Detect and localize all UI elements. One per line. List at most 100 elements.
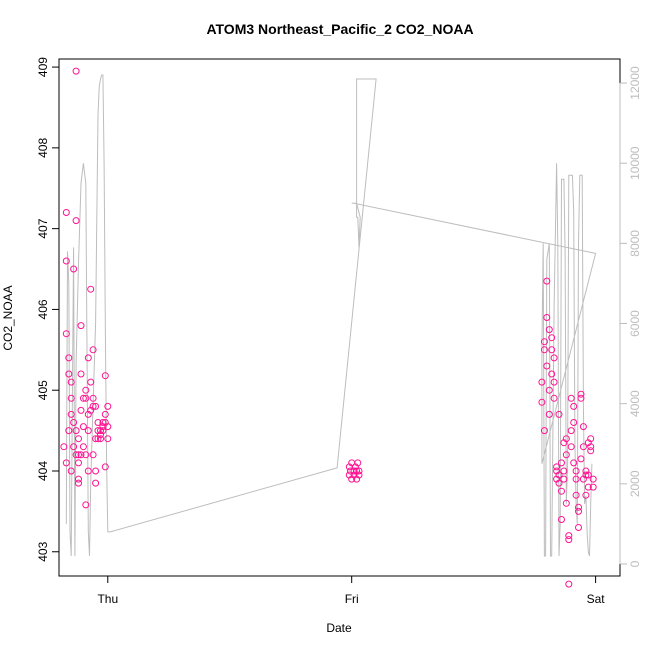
y-tick-label-right: 12000 [628,66,642,100]
data-point [540,338,548,346]
data-point [94,419,102,426]
data-point [70,265,78,273]
data-point [572,491,580,499]
co2-line-series [65,74,597,557]
data-point [62,209,70,216]
data-point [79,423,87,431]
data-point [77,370,85,378]
y-tick-label-right: 6000 [628,310,642,337]
x-tick-label: Thu [97,592,118,606]
data-point [548,346,556,354]
data-point [92,435,100,443]
data-point [567,443,575,451]
data-point [584,471,592,479]
data-point [92,467,100,475]
y-tick-label-right: 10000 [628,146,642,180]
data-point [589,475,597,483]
data-point [89,394,97,402]
data-point [62,257,70,265]
data-point [350,467,358,475]
data-point [562,451,570,459]
data-point [575,507,582,515]
data-point [587,443,595,451]
data-point [89,402,97,410]
data-point [354,459,362,467]
y-tick-label-right: 2000 [628,470,642,497]
data-point [89,451,97,459]
data-point [97,435,104,443]
data-point [67,378,75,386]
data-point [587,435,595,443]
data-point [589,483,597,491]
data-point [567,427,575,435]
data-point [555,410,563,418]
data-point [545,386,553,394]
data-point [70,443,78,451]
data-point [543,314,551,321]
data-point [572,467,580,475]
data-point [62,330,70,338]
data-point [550,394,558,402]
x-axis: Thu Fri Sat [97,575,606,606]
data-point [65,354,73,362]
data-point [72,217,80,225]
data-point [570,459,578,467]
data-point [67,467,75,475]
data-point [65,427,73,435]
x-tick-label: Fri [345,592,359,606]
data-point [101,463,109,471]
data-point [75,451,82,459]
data-point [550,354,558,362]
y-tick-label-left: 409 [36,57,50,77]
data-point [72,427,80,435]
data-point [355,471,363,479]
data-point [82,451,90,459]
co2-line [65,74,597,557]
data-point [548,334,556,342]
data-point [543,277,551,285]
data-point [99,427,107,435]
data-point [84,354,92,362]
y-tick-label-left: 408 [36,138,50,158]
data-point [92,479,100,487]
data-point [87,378,95,386]
data-point [75,475,82,483]
chart-title: ATOM3 Northeast_Pacific_2 CO2_NOAA [206,21,473,37]
y-tick-label-right: 4000 [628,390,642,417]
data-point [75,435,82,443]
data-point [92,402,100,410]
data-point [570,402,578,410]
y-axis-left: 403 404 405 406 407 408 409 [36,57,60,562]
data-point [577,394,585,402]
data-point [562,435,570,443]
data-point [548,370,556,378]
data-point [101,410,109,418]
data-point [579,423,587,431]
data-point [540,346,548,354]
data-point [82,501,90,509]
data-point [355,467,363,475]
data-point [84,467,92,475]
data-point [82,394,90,402]
data-point [584,483,592,491]
data-point [62,459,70,467]
data-point [101,372,109,380]
data-point [77,322,85,330]
data-point [67,410,75,418]
y-tick-label-right: 8000 [628,230,642,257]
co2-scatter-series [60,67,597,588]
data-point [579,443,587,451]
data-point [545,326,553,334]
data-point [567,394,575,402]
data-point [545,410,553,418]
data-point [89,346,97,354]
data-point [558,516,565,523]
y-tick-label-left: 405 [36,380,50,400]
data-point [60,443,68,451]
data-point [67,394,75,402]
data-point [555,479,563,487]
x-tick-label: Sat [587,592,606,606]
data-point [87,285,95,293]
data-point [577,390,585,398]
y-tick-label-right: 0 [628,560,642,567]
